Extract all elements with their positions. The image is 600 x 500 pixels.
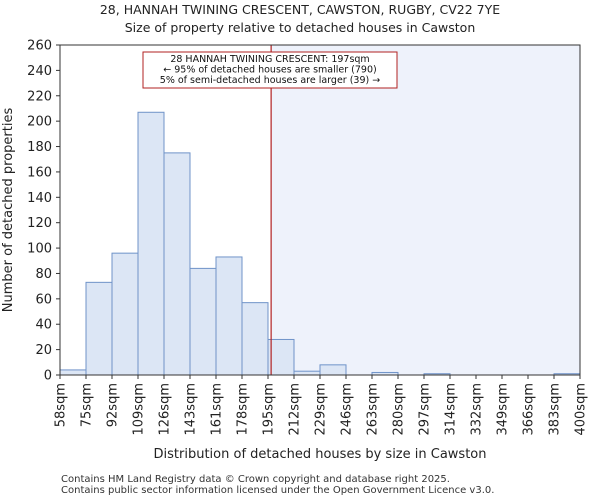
bar-229sqm	[319, 364, 347, 376]
x-axis-label: Distribution of detached houses by size …	[154, 447, 487, 462]
x-tick-label-75sqm: 75sqm	[80, 383, 95, 427]
x-tick-label-314sqm: 314sqm	[444, 383, 459, 436]
x-tick-label-58sqm: 58sqm	[54, 383, 69, 427]
annotation-line-3: 5% of semi-detached houses are larger (3…	[160, 75, 380, 86]
x-tick-label-349sqm: 349sqm	[496, 383, 511, 436]
x-tick-label-297sqm: 297sqm	[418, 383, 433, 436]
bar-195sqm	[267, 338, 295, 376]
x-tick-label-280sqm: 280sqm	[392, 383, 407, 436]
x-tick-label-366sqm: 366sqm	[522, 383, 537, 436]
y-tick-label-100: 100	[27, 242, 52, 257]
chart-title: 28, HANNAH TWINING CRESCENT, CAWSTON, RU…	[99, 2, 501, 17]
annotation-line-1: 28 HANNAH TWINING CRESCENT: 197sqm	[170, 54, 369, 65]
y-tick-label-60: 60	[35, 292, 52, 307]
bar-143sqm	[189, 267, 217, 376]
histogram-chart: 0 20 40 60 80 100 120 140 160 180 200 220 240 260 58sq…	[1, 39, 589, 463]
y-tick-label-220: 220	[27, 89, 52, 104]
x-tick-label-212sqm: 212sqm	[288, 383, 303, 436]
x-tick-label-400sqm: 400sqm	[574, 383, 589, 436]
x-tick-label-229sqm: 229sqm	[314, 383, 329, 436]
footer-line-1: Contains HM Land Registry data © Crown c…	[61, 474, 450, 485]
bar-109sqm	[137, 111, 165, 376]
x-tick-label-109sqm: 109sqm	[132, 383, 147, 436]
y-tick-label-80: 80	[35, 267, 52, 282]
bar-212sqm	[293, 370, 321, 376]
x-tick-label-332sqm: 332sqm	[470, 383, 485, 436]
y-tick-label-120: 120	[27, 216, 52, 231]
bar-58sqm	[59, 369, 87, 376]
x-tick-label-195sqm: 195sqm	[262, 383, 277, 436]
highlight-region	[271, 45, 580, 375]
y-tick-label-40: 40	[35, 318, 52, 333]
y-tick-label-200: 200	[27, 115, 52, 130]
y-tick-label-140: 140	[27, 191, 52, 206]
x-tick-label-178sqm: 178sqm	[236, 383, 251, 436]
y-tick-label-240: 240	[27, 64, 52, 79]
bar-178sqm	[241, 302, 269, 376]
footer-line-2: Contains public sector information licen…	[61, 485, 495, 496]
x-tick-label-383sqm: 383sqm	[548, 383, 563, 436]
bar-75sqm	[85, 281, 113, 376]
x-tick-label-161sqm: 161sqm	[210, 383, 225, 436]
x-tick-label-126sqm: 126sqm	[158, 383, 173, 436]
y-tick-label-160: 160	[27, 165, 52, 180]
annotation-line-2: ← 95% of detached houses are smaller (79…	[163, 65, 376, 76]
bar-126sqm	[163, 152, 191, 376]
y-tick-label-260: 260	[27, 39, 52, 54]
bar-92sqm	[111, 252, 139, 376]
y-tick-label-180: 180	[27, 140, 52, 155]
annotation-box	[142, 51, 398, 89]
x-tick-label-263sqm: 263sqm	[366, 383, 381, 436]
y-tick-label-20: 20	[35, 343, 52, 358]
x-tick-label-92sqm: 92sqm	[106, 383, 121, 427]
y-axis-label: Number of detached properties	[1, 108, 16, 313]
x-tick-label-246sqm: 246sqm	[340, 383, 355, 436]
x-tick-label-143sqm: 143sqm	[184, 383, 199, 436]
bar-161sqm	[215, 256, 243, 376]
y-tick-label-0: 0	[44, 369, 52, 384]
chart-subtitle: Size of property relative to detached ho…	[124, 20, 476, 35]
